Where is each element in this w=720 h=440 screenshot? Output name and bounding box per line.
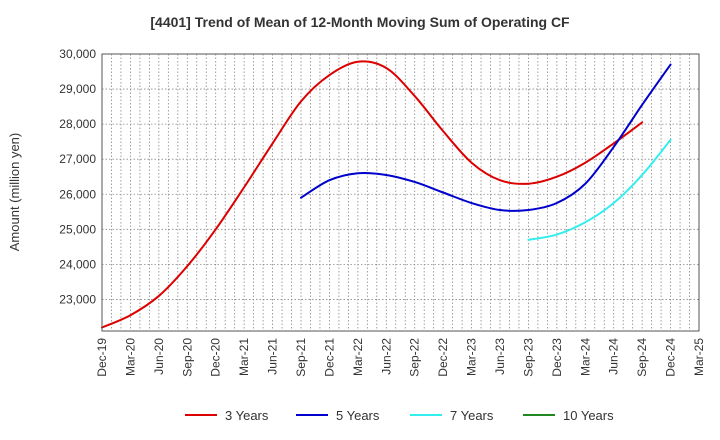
x-tick-label: Jun-24 xyxy=(607,338,621,375)
grid-layer xyxy=(102,54,699,331)
y-tick-label: 25,000 xyxy=(59,222,96,236)
x-tick-label: Mar-22 xyxy=(351,338,365,376)
x-tick-label: Dec-23 xyxy=(550,338,564,377)
y-tick-label: 24,000 xyxy=(59,257,96,271)
x-tick-label: Sep-22 xyxy=(408,338,422,377)
series-line-3-years xyxy=(101,60,644,329)
x-tick-labels: Dec-19 Mar-20 Jun-20 Sep-20 Dec-20 Mar-21 Jun-… xyxy=(95,338,706,377)
x-tick-label: Mar-23 xyxy=(465,338,479,376)
series-line-7-years xyxy=(527,138,672,241)
x-tick-label: Jun-23 xyxy=(493,338,507,375)
x-tick-label: Dec-20 xyxy=(209,338,223,377)
series-line-5-years xyxy=(300,63,672,212)
x-tick-label: Sep-23 xyxy=(521,338,535,377)
y-tick-label: 23,000 xyxy=(59,292,96,306)
legend-label: 5 Years xyxy=(336,408,380,423)
legend-label: 10 Years xyxy=(563,408,614,423)
series-layer xyxy=(101,60,672,329)
x-tick-label: Sep-20 xyxy=(180,338,194,377)
x-tick-label: Mar-20 xyxy=(123,338,137,376)
x-tick-label: Mar-25 xyxy=(692,338,706,376)
x-tick-label: Dec-24 xyxy=(664,338,678,377)
y-tick-labels: 23,000 24,000 25,000 26,000 27,000 28,000 29,0… xyxy=(59,47,96,306)
chart-title: [4401] Trend of Mean of 12-Month Moving … xyxy=(150,14,570,30)
y-tick-label: 30,000 xyxy=(59,47,96,61)
y-tick-label: 27,000 xyxy=(59,152,96,166)
x-tick-label: Jun-20 xyxy=(152,338,166,375)
x-tick-label: Sep-24 xyxy=(635,338,649,377)
legend-label: 7 Years xyxy=(450,408,494,423)
y-tick-label: 28,000 xyxy=(59,117,96,131)
legend: 3 Years 5 Years 7 Years 10 Years xyxy=(185,408,614,423)
x-tick-label: Dec-21 xyxy=(322,338,336,377)
y-axis-label: Amount (million yen) xyxy=(7,133,22,252)
y-tick-label: 26,000 xyxy=(59,187,96,201)
x-tick-label: Mar-21 xyxy=(237,338,251,376)
x-tick-label: Mar-24 xyxy=(578,338,592,376)
legend-label: 3 Years xyxy=(225,408,269,423)
y-tick-label: 29,000 xyxy=(59,82,96,96)
plot-frame xyxy=(101,53,700,332)
x-tick-label: Sep-21 xyxy=(294,338,308,377)
x-tick-label: Jun-22 xyxy=(379,338,393,375)
x-tick-label: Dec-22 xyxy=(436,338,450,377)
x-tick-label: Dec-19 xyxy=(95,338,109,377)
x-tick-label: Jun-21 xyxy=(266,338,280,375)
